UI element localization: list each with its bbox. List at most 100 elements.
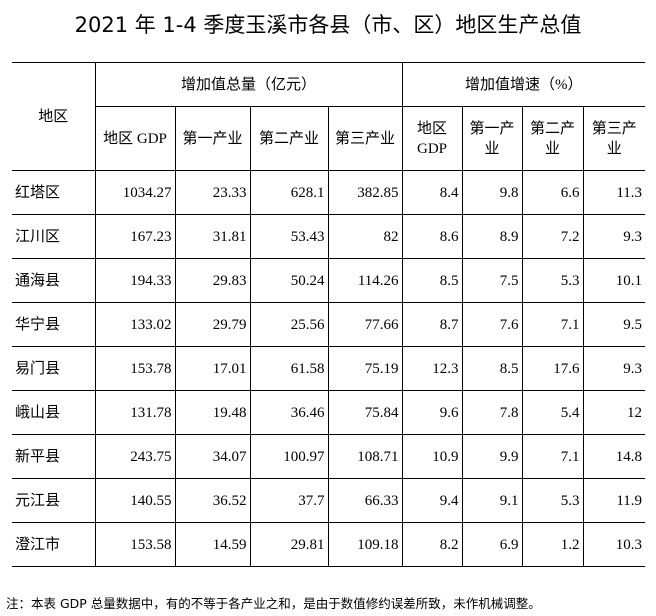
value-cell: 31.81 bbox=[174, 214, 251, 259]
region-header: 地区 bbox=[12, 62, 96, 171]
region-cell: 易门县 bbox=[12, 346, 96, 391]
value-cell: 167.23 bbox=[94, 214, 176, 259]
data-row: 江川区 167.23 31.81 53.43 82 8.6 8.9 7.2 9.3 bbox=[12, 214, 646, 259]
title: 2021 年 1-4 季度玉溪市各县（市、区）地区生产总值 bbox=[74, 13, 582, 37]
value-cell: 14.59 bbox=[174, 522, 251, 567]
data-row: 峨山县 131.78 19.48 36.46 75.84 9.6 7.8 5.4 12 bbox=[12, 390, 646, 435]
region-cell: 澄江市 bbox=[12, 522, 96, 567]
value-cell: 8.5 bbox=[461, 346, 523, 391]
value-cell: 82 bbox=[327, 214, 403, 259]
column-header: 地区 GDP bbox=[95, 106, 176, 171]
value-cell: 9.1 bbox=[461, 478, 523, 523]
value-cell: 131.78 bbox=[94, 390, 176, 435]
value-cell: 9.8 bbox=[461, 170, 523, 215]
column-header: 第二产业 bbox=[249, 106, 329, 171]
value-cell: 9.4 bbox=[401, 478, 463, 523]
value-cell: 8.4 bbox=[401, 170, 463, 215]
value-cell: 29.79 bbox=[174, 302, 251, 347]
value-cell: 36.52 bbox=[174, 478, 251, 523]
region-cell: 通海县 bbox=[12, 258, 96, 303]
value-cell: 9.3 bbox=[582, 214, 646, 259]
value-cell: 77.66 bbox=[327, 302, 403, 347]
column-header: 地区 GDP bbox=[401, 106, 463, 171]
data-row: 易门县 153.78 17.01 61.58 75.19 12.3 8.5 17.6 9.3 bbox=[12, 346, 646, 391]
value-cell: 5.4 bbox=[521, 390, 584, 435]
value-cell: 1.2 bbox=[521, 522, 584, 567]
column-header: 第三产业 bbox=[582, 106, 646, 171]
data-row: 澄江市 153.58 14.59 29.81 109.18 8.2 6.9 1.2 10.3 bbox=[12, 522, 646, 567]
value-cell: 34.07 bbox=[174, 434, 251, 479]
value-cell: 140.55 bbox=[94, 478, 176, 523]
footnote: 注：本表 GDP 总量数据中，有的不等于各产业之和，是由于数值修约误差所致，未作… bbox=[6, 596, 541, 611]
data-row: 元江县 140.55 36.52 37.7 66.33 9.4 9.1 5.3 11.9 bbox=[12, 478, 646, 523]
value-cell: 5.3 bbox=[521, 258, 584, 303]
region-cell: 华宁县 bbox=[12, 302, 96, 347]
value-cell: 7.1 bbox=[521, 302, 584, 347]
value-cell: 382.85 bbox=[327, 170, 403, 215]
group-header: 增加值增速（%） bbox=[401, 62, 646, 107]
value-cell: 8.9 bbox=[461, 214, 523, 259]
value-cell: 153.78 bbox=[94, 346, 176, 391]
value-cell: 7.8 bbox=[461, 390, 523, 435]
value-cell: 37.7 bbox=[249, 478, 329, 523]
value-cell: 108.71 bbox=[327, 434, 403, 479]
value-cell: 7.2 bbox=[521, 214, 584, 259]
value-cell: 8.6 bbox=[401, 214, 463, 259]
value-cell: 25.56 bbox=[249, 302, 329, 347]
value-cell: 12 bbox=[582, 390, 646, 435]
value-cell: 53.43 bbox=[249, 214, 329, 259]
value-cell: 7.6 bbox=[461, 302, 523, 347]
value-cell: 153.58 bbox=[94, 522, 176, 567]
region-cell: 峨山县 bbox=[12, 390, 96, 435]
value-cell: 7.5 bbox=[461, 258, 523, 303]
value-cell: 10.9 bbox=[401, 434, 463, 479]
value-cell: 23.33 bbox=[174, 170, 251, 215]
data-row: 通海县 194.33 29.83 50.24 114.26 8.5 7.5 5.3 10.1 bbox=[12, 258, 646, 303]
value-cell: 8.2 bbox=[401, 522, 463, 567]
group-header: 增加值总量（亿元） bbox=[94, 62, 403, 107]
value-cell: 8.5 bbox=[401, 258, 463, 303]
value-cell: 6.9 bbox=[461, 522, 523, 567]
column-header: 第一产业 bbox=[461, 106, 523, 171]
value-cell: 36.46 bbox=[249, 390, 329, 435]
value-cell: 9.6 bbox=[401, 390, 463, 435]
value-cell: 1034.27 bbox=[94, 170, 176, 215]
header-row: 地区 GDP 第一产业 第二产业 第三产业 地区 GDP 第一产业 第二产业 第三产业 bbox=[12, 106, 646, 171]
value-cell: 12.3 bbox=[401, 346, 463, 391]
value-cell: 100.97 bbox=[249, 434, 329, 479]
data-row: 华宁县 133.02 29.79 25.56 77.66 8.7 7.6 7.1 9.5 bbox=[12, 302, 646, 347]
column-header: 第三产业 bbox=[327, 106, 403, 171]
region-cell: 新平县 bbox=[12, 434, 96, 479]
value-cell: 29.83 bbox=[174, 258, 251, 303]
value-cell: 6.6 bbox=[521, 170, 584, 215]
value-cell: 133.02 bbox=[94, 302, 176, 347]
column-header: 第一产业 bbox=[174, 106, 251, 171]
value-cell: 109.18 bbox=[327, 522, 403, 567]
value-cell: 243.75 bbox=[94, 434, 176, 479]
value-cell: 75.19 bbox=[327, 346, 403, 391]
value-cell: 50.24 bbox=[249, 258, 329, 303]
value-cell: 114.26 bbox=[327, 258, 403, 303]
value-cell: 628.1 bbox=[249, 170, 329, 215]
value-cell: 14.8 bbox=[582, 434, 646, 479]
value-cell: 19.48 bbox=[174, 390, 251, 435]
data-row: 红塔区 1034.27 23.33 628.1 382.85 8.4 9.8 6.6 11.3 bbox=[12, 170, 646, 215]
value-cell: 9.3 bbox=[582, 346, 646, 391]
value-cell: 11.3 bbox=[582, 170, 646, 215]
header-row: 地区 增加值总量（亿元） 增加值增速（%） bbox=[12, 62, 646, 171]
region-cell: 红塔区 bbox=[12, 170, 96, 215]
data-row: 新平县 243.75 34.07 100.97 108.71 10.9 9.9 7.1 14.8 bbox=[12, 434, 646, 479]
value-cell: 10.1 bbox=[582, 258, 646, 303]
value-cell: 75.84 bbox=[327, 390, 403, 435]
value-cell: 9.5 bbox=[582, 302, 646, 347]
region-cell: 江川区 bbox=[12, 214, 96, 259]
value-cell: 10.3 bbox=[582, 522, 646, 567]
value-cell: 9.9 bbox=[461, 434, 523, 479]
value-cell: 17.01 bbox=[174, 346, 251, 391]
data-table: 地区 增加值总量（亿元） 增加值增速（%） 地区 GDP 第一产业 第二产业 第三产业 地区 … bbox=[12, 62, 646, 567]
value-cell: 66.33 bbox=[327, 478, 403, 523]
value-cell: 61.58 bbox=[249, 346, 329, 391]
value-cell: 8.7 bbox=[401, 302, 463, 347]
value-cell: 11.9 bbox=[582, 478, 646, 523]
